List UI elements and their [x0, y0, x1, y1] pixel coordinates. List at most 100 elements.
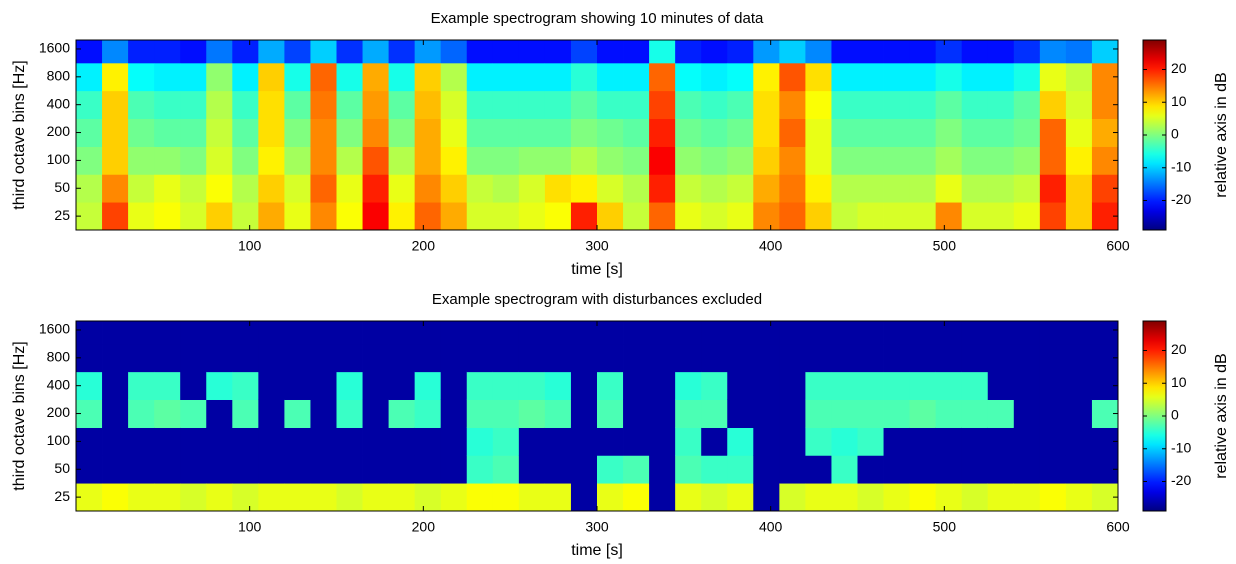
heatmap-cell — [753, 455, 780, 484]
heatmap-cell — [206, 483, 233, 512]
heatmap-cell — [831, 118, 858, 147]
heatmap-cell — [701, 483, 728, 512]
x-tick-label: 200 — [412, 238, 436, 254]
heatmap-cell — [727, 146, 754, 175]
heatmap-cell — [701, 40, 728, 64]
heatmap-cell — [1039, 321, 1067, 345]
heatmap-cell — [102, 118, 129, 147]
heatmap-cell — [1013, 427, 1041, 456]
heatmap-cell — [128, 146, 155, 175]
heatmap-cell — [805, 90, 832, 119]
heatmap-cell — [961, 399, 989, 428]
heatmap-cell — [206, 146, 233, 175]
heatmap-cell — [388, 174, 416, 203]
heatmap-cell — [727, 40, 754, 64]
y-tick-label: 100 — [47, 151, 71, 167]
x-tick-label: 100 — [238, 519, 262, 535]
heatmap-cell — [492, 371, 520, 400]
heatmap-cell — [232, 483, 259, 512]
heatmap-cell — [649, 343, 676, 373]
heatmap-cell — [492, 343, 520, 373]
heatmap-cell — [466, 399, 494, 428]
heatmap-cell — [623, 483, 650, 512]
heatmap-cell — [753, 483, 780, 512]
heatmap-cell — [388, 90, 416, 119]
heatmap-cell — [727, 483, 754, 512]
heatmap-cell — [675, 202, 702, 231]
heatmap-cell — [388, 202, 416, 231]
heatmap-cell — [128, 40, 155, 64]
heatmap-cell — [180, 90, 207, 119]
heatmap-cell — [857, 343, 884, 373]
heatmap-cell — [597, 343, 624, 373]
heatmap-cell — [883, 90, 910, 119]
heatmap-cell — [102, 371, 129, 400]
heatmap-cell — [284, 371, 311, 400]
heatmap-cell — [987, 455, 1015, 484]
colorbar-label: relative axis in dB — [1213, 353, 1230, 478]
heatmap-cell — [649, 371, 676, 400]
heatmap-cell — [570, 146, 598, 175]
heatmap-cell — [414, 118, 442, 147]
heatmap-cell — [1013, 321, 1041, 345]
heatmap-cell — [492, 399, 520, 428]
heatmap-cell — [701, 455, 728, 484]
heatmap-cell — [310, 40, 337, 64]
heatmap-cell — [727, 455, 754, 484]
heatmap-cell — [935, 118, 963, 147]
heatmap-cell — [570, 483, 598, 512]
heatmap-cell — [232, 90, 259, 119]
heatmap-cell — [701, 371, 728, 400]
heatmap-cell — [779, 118, 806, 147]
heatmap-cell — [544, 427, 572, 456]
heatmap-cell — [727, 202, 754, 231]
heatmap-cell — [935, 321, 963, 345]
heatmap-cell — [727, 90, 754, 119]
heatmap-cell — [779, 399, 806, 428]
heatmap-cell — [883, 62, 910, 92]
heatmap-cell — [883, 321, 910, 345]
heatmap-cell — [284, 202, 311, 231]
heatmap-cell — [1065, 90, 1093, 119]
heatmap-cell — [102, 90, 129, 119]
heatmap-cell — [779, 455, 806, 484]
heatmap-cell — [362, 90, 389, 119]
heatmap-cell — [675, 146, 702, 175]
heatmap-cell — [336, 455, 363, 484]
heatmap-cell — [102, 455, 129, 484]
heatmap-cell — [935, 399, 963, 428]
heatmap-cell — [362, 174, 389, 203]
heatmap-cell — [570, 343, 598, 373]
heatmap-cell — [909, 40, 937, 64]
heatmap-cell — [779, 146, 806, 175]
heatmap-cell — [909, 427, 937, 456]
heatmap-cell — [362, 202, 389, 231]
heatmap-cell — [232, 174, 259, 203]
heatmap-cell — [466, 174, 494, 203]
heatmap-cell — [258, 455, 285, 484]
heatmap-cell — [675, 371, 702, 400]
heatmap-cell — [649, 118, 676, 147]
heatmap-cell — [675, 427, 702, 456]
y-tick-label: 1600 — [39, 40, 70, 56]
heatmap-cell — [1013, 202, 1041, 231]
heatmap-cell — [440, 174, 468, 203]
x-tick-label: 600 — [1106, 519, 1130, 535]
heatmap-cell — [753, 427, 780, 456]
heatmap-cell — [492, 427, 520, 456]
heatmap-cell — [544, 62, 572, 92]
heatmap-cell — [310, 174, 337, 203]
heatmap-cell — [701, 399, 728, 428]
heatmap-cell — [440, 455, 468, 484]
heatmap-cell — [727, 399, 754, 428]
heatmap-cell — [518, 118, 546, 147]
heatmap-cell — [102, 427, 129, 456]
heatmap-cell — [753, 399, 780, 428]
heatmap-cell — [154, 90, 181, 119]
heatmap-cell — [440, 90, 468, 119]
heatmap-cell — [414, 343, 442, 373]
heatmap-cell — [258, 483, 285, 512]
heatmap-cell — [362, 343, 389, 373]
heatmap-cell — [805, 174, 832, 203]
heatmap-cell — [675, 90, 702, 119]
